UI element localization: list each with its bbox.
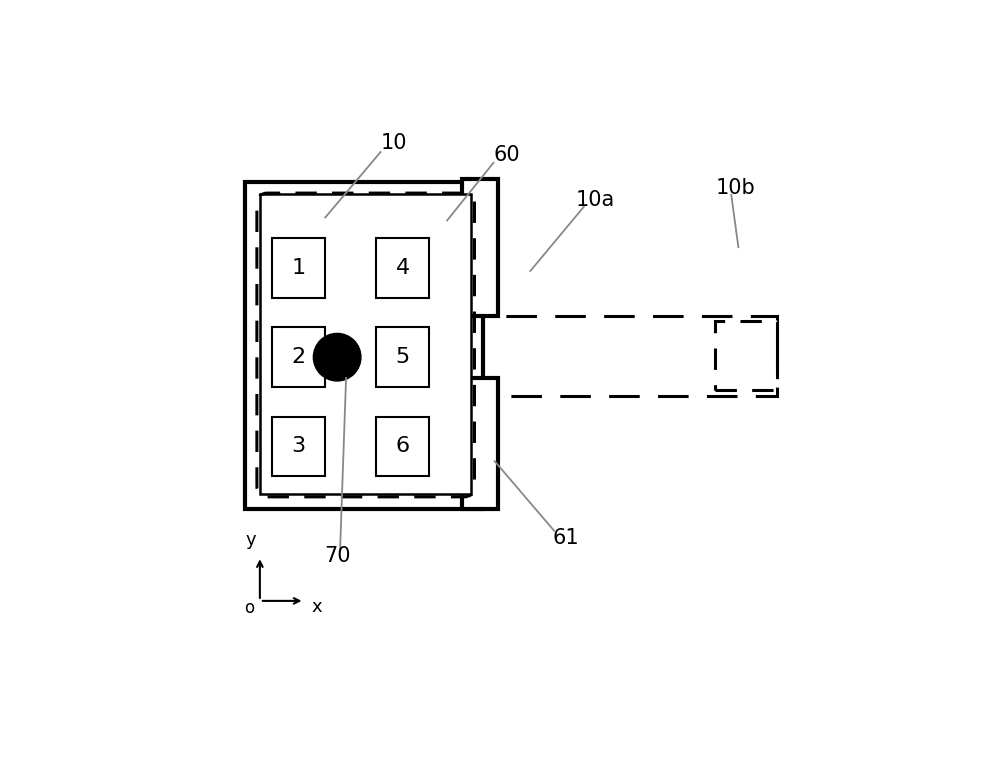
Text: 10a: 10a [576, 190, 615, 210]
Bar [272, 417, 325, 476]
Text: y: y [245, 531, 256, 549]
Text: 60: 60 [493, 145, 520, 165]
Bar [272, 239, 325, 298]
Bar [376, 417, 429, 476]
Bar [272, 327, 325, 387]
Bar [376, 239, 429, 298]
Bar [260, 194, 471, 494]
Bar [462, 316, 777, 396]
Text: 6: 6 [395, 436, 410, 456]
Text: 10: 10 [380, 133, 407, 153]
Bar [462, 378, 498, 509]
Text: 61: 61 [553, 529, 579, 548]
Text: 3: 3 [291, 436, 306, 456]
Circle shape [313, 334, 361, 381]
Bar [462, 179, 498, 316]
Bar [245, 181, 483, 509]
Text: x: x [312, 598, 322, 616]
Text: 1: 1 [291, 258, 306, 278]
Text: 2: 2 [291, 347, 306, 367]
Bar [376, 327, 429, 387]
Bar [715, 321, 777, 390]
Text: 10b: 10b [716, 178, 755, 198]
Text: 5: 5 [395, 347, 410, 367]
Text: 70: 70 [324, 547, 350, 567]
Text: o: o [244, 599, 254, 617]
Text: 4: 4 [395, 258, 410, 278]
